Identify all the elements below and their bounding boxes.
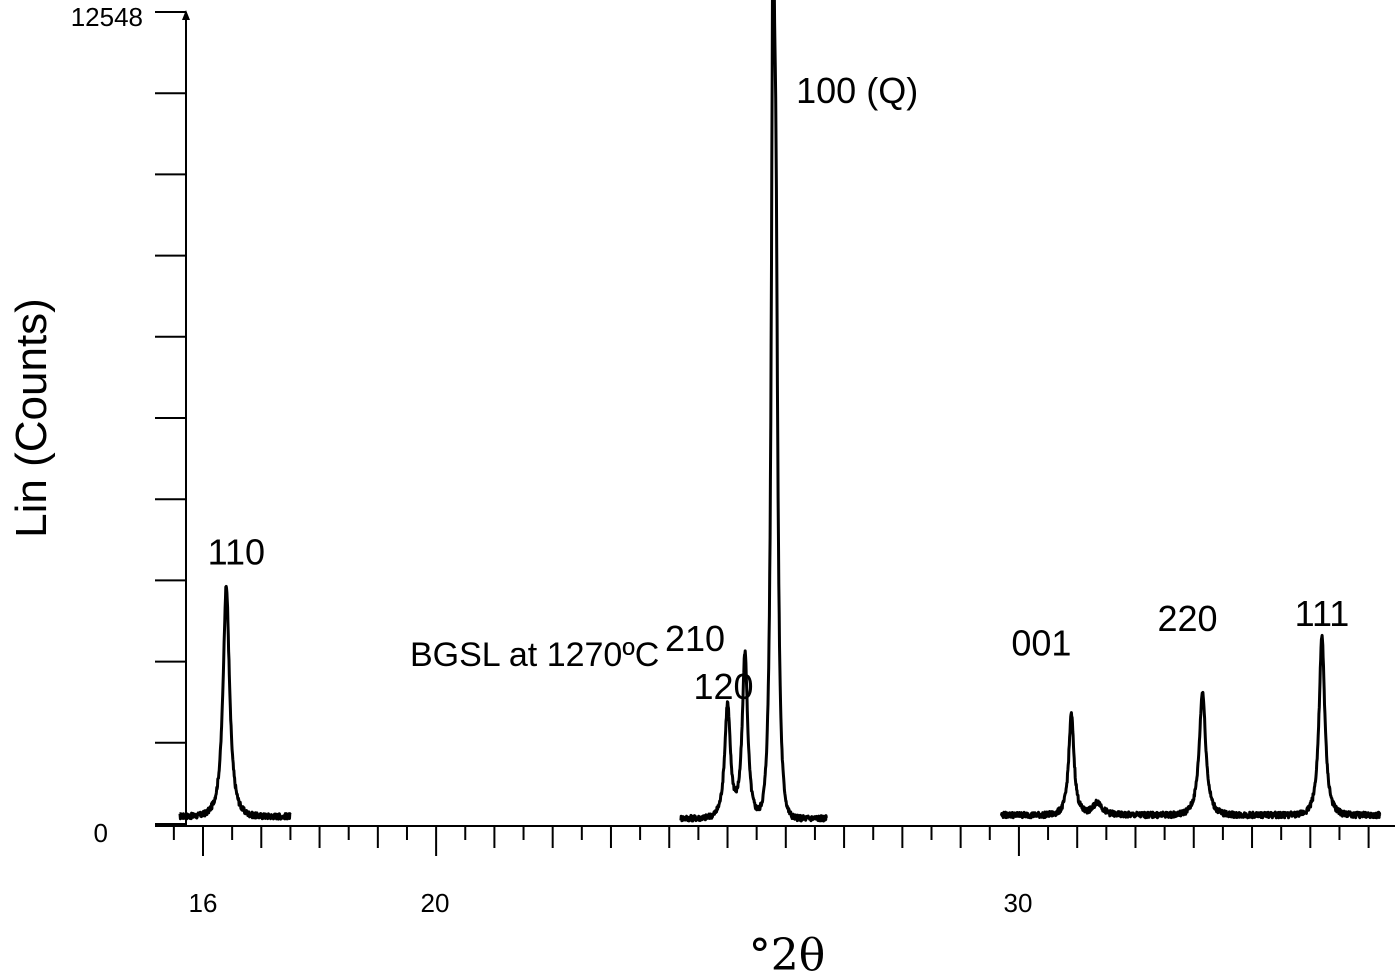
x-tick-label-16: 16 [189,888,218,918]
y-tick-label-zero: 0 [94,818,108,848]
sample-annotation: BGSL at 1270ºC [410,636,659,674]
x-axis: 16 20 30 °2θ [155,825,1395,978]
peak-label: 220 [1157,598,1217,639]
peak-label: 001 [1011,623,1071,664]
x-tick-label-20: 20 [421,888,450,918]
peak-label: 120 [693,666,753,707]
peak-label: 100 (Q) [796,70,918,111]
series-segment [999,633,1382,820]
y-axis-label: Lin (Counts) [7,298,56,538]
series-segment [679,0,828,823]
y-axis: 12548 0 Lin (Counts) [7,2,190,848]
peak-label: 111 [1295,593,1350,634]
y-ticks [155,11,186,825]
y-axis-arrow [182,10,190,20]
peak-labels: 110 120 210 100 (Q) 001 220 111 [208,70,1350,707]
x-ticks [172,826,1370,856]
peak-label: 210 [665,618,725,659]
peak-label: 110 [208,531,265,572]
x-axis-label: °2θ [749,930,825,978]
x-tick-label-30: 30 [1004,888,1033,918]
y-tick-label-max: 12548 [71,2,143,32]
series-segment [178,584,292,821]
diffraction-series [178,0,1382,823]
